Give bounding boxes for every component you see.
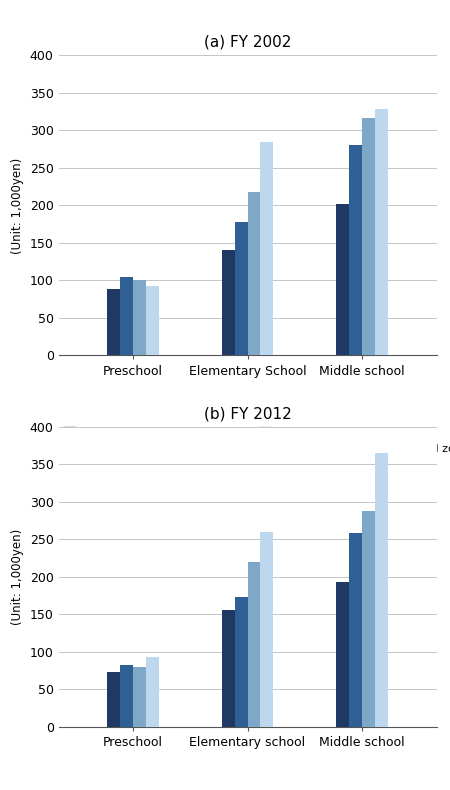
Y-axis label: (Unit: 1,000yen): (Unit: 1,000yen) [11,157,24,254]
Bar [362,118,375,356]
Title: (a) FY 2002: (a) FY 2002 [204,35,291,50]
Bar [248,192,261,356]
Bar [362,511,375,727]
Bar [146,657,159,727]
Bar [349,533,362,727]
Bar [336,204,349,356]
Bar [261,532,274,727]
Bar [133,667,146,727]
Bar [375,109,388,356]
Bar [120,276,133,356]
Bar [261,142,274,356]
Legend: Population: ~ 49,999, Population: 50,000 ~ 149,999, Population: 150,000 ~, Desig: Population: ~ 49,999, Population: 50,000… [64,427,450,454]
Bar [248,562,261,727]
Bar [234,597,248,727]
Bar [221,250,234,356]
Bar [120,665,133,727]
Y-axis label: (Unit: 1,000yen): (Unit: 1,000yen) [11,529,24,625]
Bar [107,672,120,727]
Bar [375,453,388,727]
Title: (b) FY 2012: (b) FY 2012 [203,406,292,421]
Bar [336,582,349,727]
Bar [146,287,159,356]
Bar [107,289,120,356]
Bar [349,145,362,356]
Bar [133,280,146,356]
Bar [221,611,234,727]
Bar [234,222,248,356]
